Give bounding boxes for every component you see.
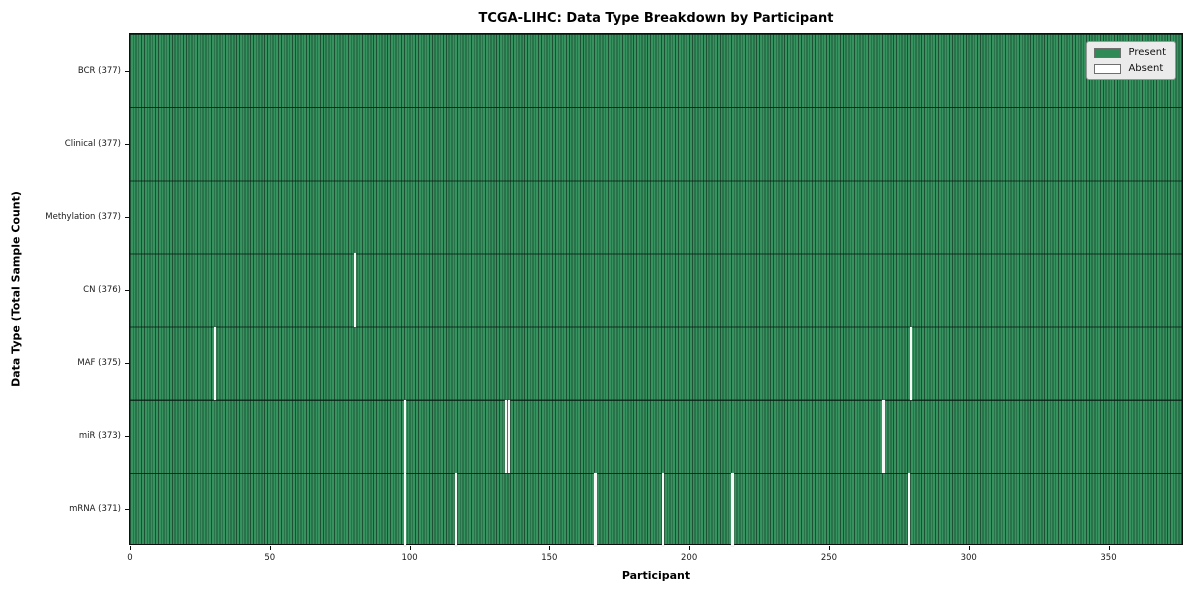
y-tick-label-BCR: BCR (377) bbox=[77, 65, 121, 76]
y-tick-label-mRNA: mRNA (371) bbox=[69, 504, 121, 515]
absent-cell-mRNA-98 bbox=[404, 472, 407, 546]
absent-cell-miR-134 bbox=[504, 399, 508, 473]
x-tick-label-250: 250 bbox=[820, 553, 838, 563]
x-tick-mark-250 bbox=[828, 546, 830, 550]
y-tick-mark-MAF bbox=[125, 363, 129, 365]
legend: Present Absent bbox=[1086, 41, 1176, 80]
absent-cell-miR-269 bbox=[882, 399, 885, 473]
x-tick-mark-50 bbox=[269, 546, 271, 550]
x-tick-label-350: 350 bbox=[1100, 553, 1117, 563]
x-axis-label: Participant bbox=[621, 569, 691, 582]
y-tick-mark-BCR bbox=[125, 70, 129, 72]
y-tick-mark-CN bbox=[125, 290, 129, 291]
x-tick-label-150: 150 bbox=[541, 553, 558, 563]
absent-cell-MAF-279 bbox=[910, 326, 913, 400]
x-tick-mark-300 bbox=[968, 546, 970, 550]
legend-swatch-present bbox=[1094, 47, 1122, 58]
x-tick-label-300: 300 bbox=[960, 553, 977, 563]
absent-cell-miR-98 bbox=[404, 399, 407, 473]
x-tick-label-0: 0 bbox=[127, 553, 133, 563]
chart-title: TCGA-LIHC: Data Type Breakdown by Partic… bbox=[478, 11, 834, 26]
absent-cell-miR-135 bbox=[507, 399, 510, 473]
x-tick-label-100: 100 bbox=[401, 553, 418, 563]
heatmap-plot-area: Present Absent 0 50 100 150 200 250 300 350 BCR (… bbox=[45, 33, 1183, 563]
y-tick-mark-Clinical bbox=[125, 143, 129, 145]
y-tick-mark-mRNA bbox=[125, 509, 129, 511]
y-tick-mark-miR bbox=[125, 436, 129, 438]
x-tick-mark-350 bbox=[1108, 546, 1110, 550]
y-axis-label: Data Type (Total Sample Count) bbox=[9, 191, 23, 387]
x-tick-mark-100 bbox=[409, 546, 411, 550]
x-tick-label-50: 50 bbox=[264, 553, 276, 563]
absent-cell-mRNA-278 bbox=[907, 472, 910, 546]
absent-cell-MAF-30 bbox=[214, 326, 217, 400]
y-tick-label-MAF: MAF (375) bbox=[77, 358, 121, 369]
legend-label-present: Present bbox=[1128, 47, 1166, 58]
absent-cell-mRNA-116 bbox=[454, 472, 457, 546]
legend-swatch-absent bbox=[1094, 63, 1122, 74]
absent-cell-CN-80 bbox=[353, 253, 357, 327]
y-tick-label-miR: miR (373) bbox=[78, 431, 121, 442]
y-tick-mark-Methylation bbox=[125, 216, 129, 218]
y-tick-label-Clinical: Clinical (377) bbox=[64, 138, 121, 149]
legend-label-absent: Absent bbox=[1128, 63, 1164, 74]
absent-cell-mRNA-166 bbox=[594, 472, 597, 546]
absent-cell-mRNA-215 bbox=[731, 472, 734, 546]
y-tick-label-CN: CN (376) bbox=[83, 285, 121, 295]
y-tick-label-Methylation: Methylation (377) bbox=[45, 211, 121, 222]
x-tick-label-200: 200 bbox=[681, 553, 698, 563]
x-tick-mark-200 bbox=[689, 546, 691, 550]
x-tick-mark-0 bbox=[130, 546, 131, 550]
legend-entry-absent: Absent bbox=[1094, 63, 1166, 74]
legend-entry-present: Present bbox=[1094, 47, 1166, 58]
absent-cell-mRNA-190 bbox=[661, 472, 664, 546]
x-tick-mark-150 bbox=[549, 546, 551, 550]
